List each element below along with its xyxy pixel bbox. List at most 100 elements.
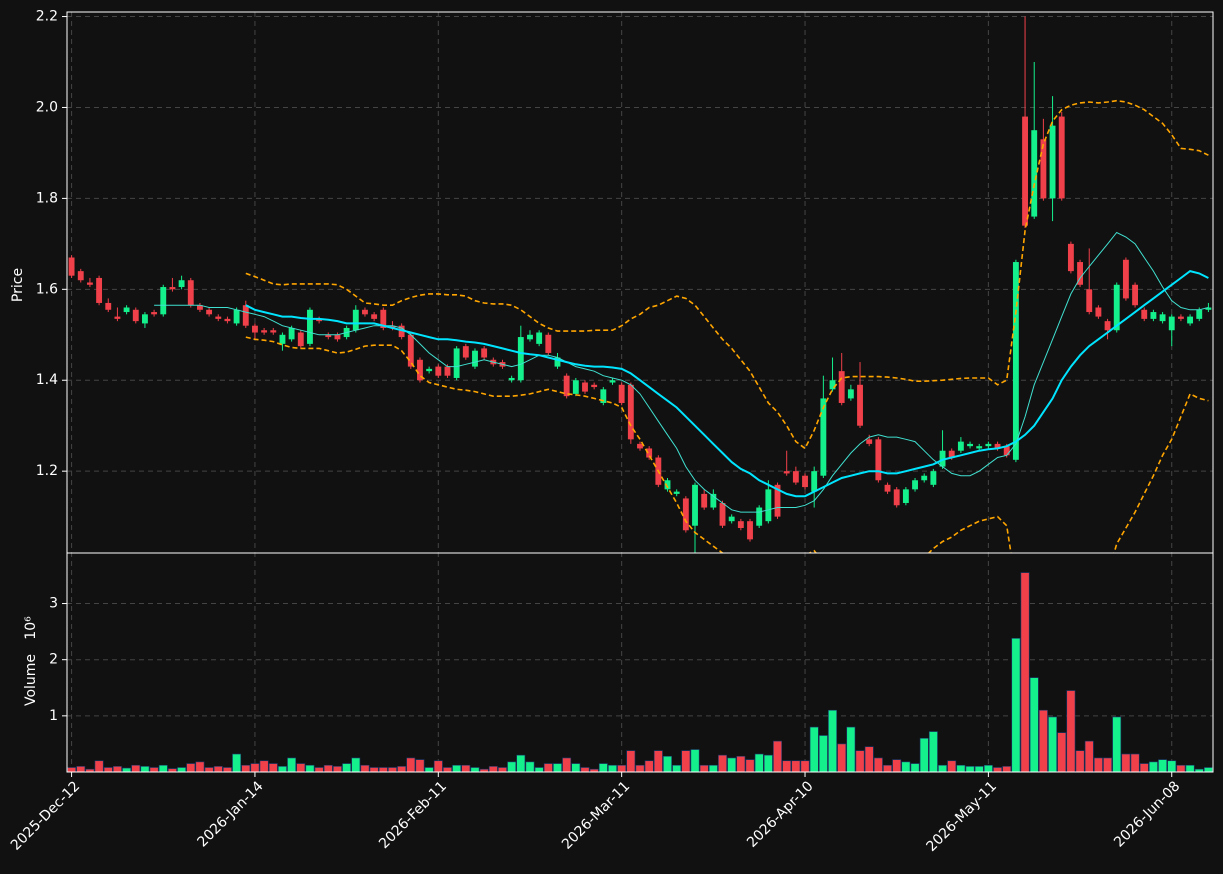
candle-body xyxy=(1040,139,1047,199)
volume-bar xyxy=(745,759,755,773)
volume-bar xyxy=(754,753,764,773)
candle-body xyxy=(307,309,313,344)
volume-bar xyxy=(278,766,287,773)
candle-body xyxy=(664,480,671,490)
volume-bar xyxy=(1011,638,1021,773)
candle-body xyxy=(692,484,698,526)
candle-body xyxy=(1196,309,1203,319)
candle-body xyxy=(985,443,992,447)
candle-body xyxy=(435,366,442,376)
candle-body xyxy=(957,441,964,451)
volume-bar xyxy=(259,760,269,773)
volume-bar xyxy=(1167,760,1177,773)
volume-bar xyxy=(910,763,920,773)
volume-bar xyxy=(818,735,828,773)
volume-bar xyxy=(1130,753,1140,773)
candle-body xyxy=(1012,262,1019,460)
volume-bar xyxy=(498,767,507,773)
volume-bar xyxy=(1029,677,1039,773)
volume-bar xyxy=(534,767,544,773)
volume-bar xyxy=(873,757,883,773)
volume-bar xyxy=(543,763,553,773)
candle-body xyxy=(802,475,808,488)
candle-body xyxy=(288,327,295,340)
volume-bar xyxy=(1148,761,1158,773)
volume-bar xyxy=(296,763,306,773)
candle-body xyxy=(389,325,396,328)
candle-body xyxy=(215,316,222,319)
volume-bar xyxy=(1103,757,1112,773)
volume-bar xyxy=(351,757,361,773)
candle-body xyxy=(86,282,93,285)
volume-bar xyxy=(204,767,214,773)
candle-body xyxy=(627,384,634,440)
y-tick-label: 1.4 xyxy=(36,372,58,388)
volume-bar xyxy=(653,750,663,773)
candle-body xyxy=(169,287,176,290)
candle-body xyxy=(838,371,845,403)
volume-bar xyxy=(323,764,333,773)
volume-bar xyxy=(763,754,773,773)
volume-bar xyxy=(433,760,443,773)
candle-body xyxy=(719,502,726,526)
candle-body xyxy=(261,330,268,333)
volume-bar xyxy=(1093,757,1103,773)
volume-bar xyxy=(424,767,434,773)
volume-bar xyxy=(663,755,672,773)
candle-body xyxy=(646,448,653,458)
volume-bar xyxy=(287,757,297,773)
candle-body xyxy=(224,318,231,322)
volume-bar xyxy=(342,763,352,773)
candle-body xyxy=(1177,316,1184,319)
volume-bar xyxy=(736,755,746,773)
candle-body xyxy=(811,471,818,492)
price-panel xyxy=(68,16,1212,553)
volume-bar xyxy=(708,764,718,773)
volume-bar xyxy=(122,767,132,773)
y-tick-label: 1.2 xyxy=(36,463,58,479)
candle-body xyxy=(912,480,918,490)
candle-body xyxy=(875,439,882,481)
volume-bar xyxy=(360,764,370,773)
volume-bar xyxy=(773,740,782,773)
candle-body xyxy=(233,309,240,324)
volume-bar xyxy=(1112,716,1122,773)
candle-body xyxy=(774,484,781,517)
volume-bar xyxy=(177,767,187,773)
volume-bar xyxy=(415,759,425,773)
candle-body xyxy=(1122,259,1129,299)
volume-bar xyxy=(699,764,709,773)
candle-body xyxy=(77,271,84,281)
volume-bar xyxy=(553,763,562,773)
candle-body xyxy=(252,325,258,333)
candle-body xyxy=(976,446,983,449)
candle-body xyxy=(508,377,515,381)
candle-body xyxy=(270,330,277,333)
candle-body xyxy=(279,334,286,344)
candle-body xyxy=(444,366,451,376)
volume-bar xyxy=(644,760,654,773)
volume-bar xyxy=(892,759,902,773)
candle-body xyxy=(765,489,772,522)
volume-bar xyxy=(378,767,388,773)
volume-bar xyxy=(809,726,819,773)
volume-bar xyxy=(1066,690,1076,773)
candle-body xyxy=(453,348,460,378)
volume-bar xyxy=(864,746,874,773)
candle-body xyxy=(857,384,863,426)
overlay-line xyxy=(154,231,1209,513)
candle-body xyxy=(829,380,836,390)
volume-bar xyxy=(241,764,251,773)
candle-body xyxy=(105,302,112,310)
candle-body xyxy=(426,368,433,372)
candle-body xyxy=(362,309,368,315)
candle-body xyxy=(334,334,341,340)
candle-body xyxy=(242,305,249,326)
volume-bar xyxy=(103,767,113,773)
candle-body xyxy=(921,475,928,481)
volume-bar xyxy=(1185,764,1195,773)
candle-body xyxy=(1150,312,1157,319)
volume-bar xyxy=(397,766,407,773)
volume-bar xyxy=(928,731,938,773)
volume-bar xyxy=(681,750,691,773)
